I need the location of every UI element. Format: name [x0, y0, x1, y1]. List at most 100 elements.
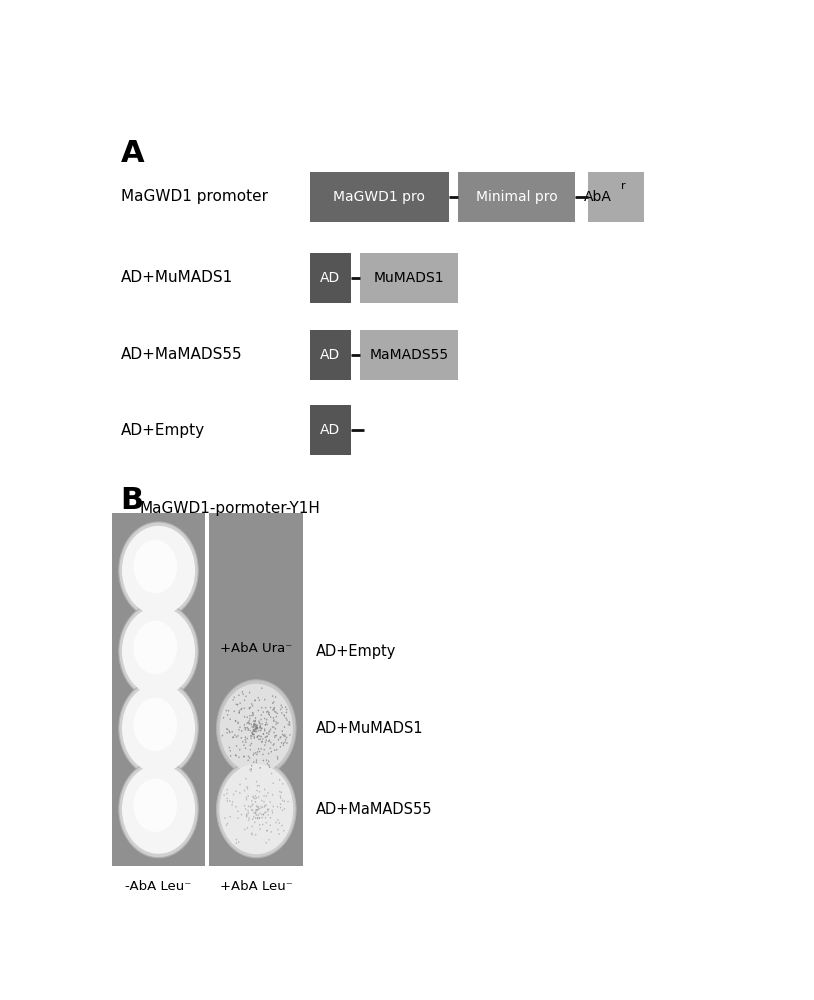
Circle shape [252, 731, 253, 733]
Circle shape [275, 728, 276, 730]
Circle shape [256, 754, 258, 755]
Circle shape [250, 770, 252, 772]
Circle shape [237, 810, 239, 812]
Circle shape [267, 735, 268, 737]
Circle shape [258, 720, 260, 722]
Circle shape [233, 699, 234, 701]
Circle shape [265, 722, 267, 723]
Circle shape [265, 842, 267, 844]
Circle shape [258, 730, 260, 731]
Circle shape [245, 747, 247, 749]
FancyBboxPatch shape [310, 330, 351, 380]
Circle shape [256, 809, 257, 811]
Circle shape [245, 727, 247, 729]
Circle shape [269, 747, 271, 749]
Circle shape [133, 540, 177, 593]
Circle shape [229, 732, 230, 733]
Circle shape [253, 726, 255, 728]
Circle shape [122, 526, 195, 615]
Circle shape [239, 749, 240, 751]
FancyBboxPatch shape [310, 172, 449, 222]
Circle shape [251, 735, 252, 737]
Circle shape [119, 603, 199, 700]
Circle shape [280, 797, 282, 799]
Circle shape [233, 736, 234, 738]
Circle shape [253, 761, 255, 763]
Circle shape [228, 710, 230, 712]
Circle shape [266, 719, 268, 721]
Circle shape [274, 749, 275, 751]
Circle shape [279, 791, 281, 792]
Circle shape [133, 698, 177, 751]
FancyBboxPatch shape [361, 253, 458, 303]
Circle shape [282, 800, 283, 801]
Circle shape [252, 795, 254, 797]
Circle shape [263, 814, 264, 816]
Circle shape [235, 720, 236, 722]
Circle shape [251, 703, 252, 705]
Circle shape [268, 760, 269, 762]
Circle shape [268, 808, 269, 810]
Circle shape [276, 735, 277, 736]
Circle shape [264, 789, 265, 790]
Circle shape [282, 809, 283, 811]
Circle shape [249, 723, 251, 725]
Circle shape [270, 751, 272, 753]
Circle shape [270, 831, 272, 833]
Circle shape [271, 773, 273, 774]
Circle shape [255, 752, 256, 754]
Bar [209, 594, 303, 709]
Circle shape [247, 805, 249, 807]
Circle shape [257, 727, 258, 729]
Circle shape [230, 755, 231, 757]
Circle shape [284, 726, 285, 728]
Circle shape [247, 727, 248, 729]
Circle shape [259, 751, 260, 752]
Circle shape [245, 741, 247, 743]
Circle shape [253, 797, 254, 799]
Circle shape [277, 806, 278, 808]
Circle shape [284, 741, 286, 743]
Circle shape [230, 718, 231, 720]
Circle shape [256, 781, 257, 783]
Circle shape [260, 748, 262, 750]
Circle shape [253, 725, 255, 726]
Circle shape [273, 782, 274, 784]
Circle shape [281, 712, 282, 714]
Circle shape [274, 732, 275, 733]
Circle shape [261, 741, 263, 742]
Circle shape [260, 728, 262, 730]
Circle shape [265, 724, 266, 726]
Circle shape [257, 818, 258, 819]
Circle shape [242, 691, 243, 693]
Circle shape [256, 797, 257, 799]
Circle shape [266, 724, 268, 725]
Circle shape [229, 747, 230, 748]
Circle shape [236, 839, 237, 840]
Circle shape [280, 807, 282, 809]
Circle shape [235, 806, 237, 808]
Text: AD+MaMADS55: AD+MaMADS55 [120, 347, 243, 362]
Circle shape [281, 792, 282, 793]
Circle shape [246, 815, 247, 816]
Text: Minimal pro: Minimal pro [475, 190, 558, 204]
Circle shape [263, 733, 265, 735]
Circle shape [265, 822, 267, 824]
Circle shape [256, 736, 258, 738]
Circle shape [239, 726, 241, 728]
Circle shape [240, 709, 242, 710]
Circle shape [249, 757, 250, 759]
Circle shape [243, 707, 245, 709]
Circle shape [255, 724, 256, 725]
Circle shape [259, 812, 260, 814]
Circle shape [252, 803, 253, 805]
FancyBboxPatch shape [588, 172, 645, 222]
Circle shape [285, 739, 287, 741]
Circle shape [280, 803, 281, 805]
Circle shape [250, 707, 251, 708]
Circle shape [273, 744, 274, 746]
Circle shape [252, 733, 254, 735]
Bar [209, 752, 303, 866]
Circle shape [264, 699, 265, 700]
Circle shape [278, 833, 280, 835]
